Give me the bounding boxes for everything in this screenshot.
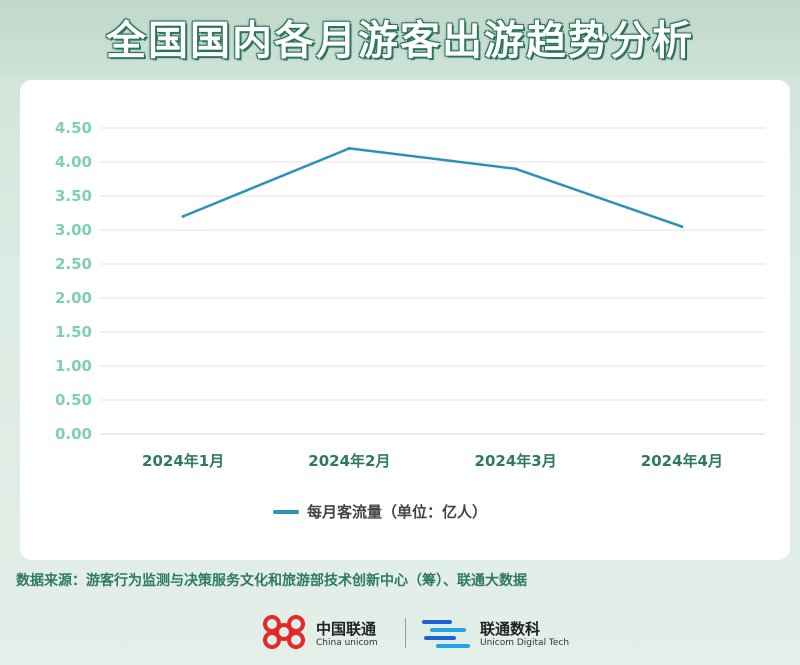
logo-divider [405,618,406,648]
unicom-digital-logo-text: 联通数科 [480,620,541,638]
y-tick-label: 2.00 [55,289,92,307]
y-tick-label: 1.00 [55,357,92,375]
china-unicom-logo-text: 中国联通 [316,620,377,638]
y-tick-label: 4.00 [55,153,92,171]
title-banner [0,0,800,78]
data-point [680,225,684,229]
china-unicom-logo-subtext: China unicom [316,638,378,648]
x-tick-label: 2024年1月 [142,452,224,470]
series-line [182,147,683,228]
y-tick-label: 4.50 [55,119,92,137]
unicom-digital-logo-subtext: Unicom Digital Tech [480,638,570,648]
y-tick-label: 1.50 [55,323,92,341]
footer-logos: 中国联通 China unicom 联通数科 Unicom Digital Te… [0,610,800,655]
y-tick-label: 0.50 [55,391,92,409]
y-tick-label: 3.50 [55,187,92,205]
data-source-note: 数据来源：游客行为监测与决策服务文化和旅游部技术创新中心（筹）、联通大数据 [16,573,527,589]
x-tick-label: 2024年4月 [641,452,723,470]
china-unicom-logo-icon [263,615,305,649]
data-point [514,167,518,171]
unicom-digital-logo-icon [422,620,470,648]
line-chart: 0.00 0.50 1.00 1.50 2.00 2.50 3.00 3.50 4.00 4.50… [55,119,765,521]
x-tick-label: 2024年2月 [308,452,390,470]
y-tick-label: 0.00 [55,425,92,443]
data-point [347,146,351,150]
chart-card: 0.00 0.50 1.00 1.50 2.00 2.50 3.00 3.50 4.00 4.50… [20,80,790,560]
x-tick-label: 2024年3月 [475,452,557,470]
legend-label: 每月客流量（单位：亿人） [307,503,487,521]
y-tick-label: 3.00 [55,221,92,239]
y-tick-label: 2.50 [55,255,92,273]
page-title: 全国国内各月游客出游趋势分析 [106,18,694,64]
data-point [181,214,185,218]
